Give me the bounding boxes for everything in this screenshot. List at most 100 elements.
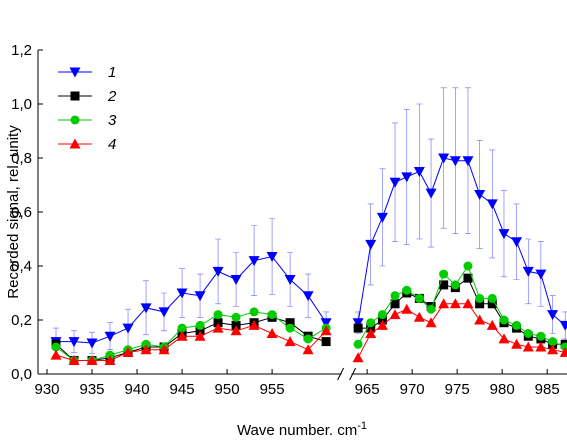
y-tick-label: 1,0 <box>11 96 32 113</box>
marker <box>86 355 98 365</box>
marker <box>70 91 80 101</box>
series-line <box>56 157 566 344</box>
legend-label: 4 <box>108 136 116 153</box>
marker <box>512 320 522 330</box>
x-tick-label: 970 <box>400 381 425 398</box>
y-axis-label: Recorded signal, rel. unity <box>5 125 22 299</box>
x-tick-label: 965 <box>355 381 380 398</box>
marker <box>266 252 278 263</box>
marker <box>248 256 260 267</box>
axis-break <box>349 367 357 381</box>
legend-label: 1 <box>108 64 116 81</box>
marker <box>158 307 170 318</box>
marker <box>212 266 224 277</box>
marker <box>376 212 388 223</box>
marker <box>463 273 473 283</box>
marker <box>450 280 460 290</box>
marker <box>353 339 363 349</box>
marker <box>413 167 425 177</box>
x-tick-label: 945 <box>170 381 195 398</box>
y-tick-label: 0,2 <box>11 312 32 329</box>
marker <box>321 337 331 347</box>
marker <box>449 298 461 309</box>
marker <box>320 325 332 336</box>
marker <box>176 288 188 299</box>
marker <box>104 355 116 365</box>
marker <box>70 115 80 125</box>
marker <box>302 344 314 355</box>
x-axis-label: Wave number. cm-1 <box>237 420 367 439</box>
marker <box>51 342 61 352</box>
marker <box>266 328 278 338</box>
marker <box>68 355 80 365</box>
marker <box>353 323 363 333</box>
marker <box>365 239 377 250</box>
marker <box>548 337 558 347</box>
marker <box>486 319 498 330</box>
marker <box>50 349 62 360</box>
marker <box>535 269 547 280</box>
x-tick-label: 980 <box>490 381 515 398</box>
marker <box>195 320 205 330</box>
marker <box>559 346 567 357</box>
marker <box>285 323 295 333</box>
marker <box>536 331 546 341</box>
legend-label: 3 <box>108 112 117 129</box>
marker <box>439 269 449 279</box>
x-axis-label-sup: -1 <box>357 420 367 432</box>
marker <box>475 293 485 303</box>
y-tick-label: 0,0 <box>11 366 32 383</box>
x-tick-label: 930 <box>34 381 59 398</box>
marker <box>377 310 387 320</box>
marker <box>463 261 473 271</box>
marker <box>498 333 510 344</box>
marker <box>559 320 567 331</box>
marker <box>213 310 223 320</box>
marker <box>177 323 187 333</box>
marker <box>523 329 533 338</box>
marker <box>284 275 296 285</box>
marker <box>69 67 81 78</box>
series-line <box>55 264 566 361</box>
marker <box>248 319 260 330</box>
marker <box>122 346 134 357</box>
marker <box>284 336 296 347</box>
marker <box>194 291 206 302</box>
marker <box>449 156 461 167</box>
marker <box>352 318 364 329</box>
marker <box>547 310 559 321</box>
marker <box>402 285 412 295</box>
marker <box>487 299 497 309</box>
marker <box>230 325 242 336</box>
marker <box>389 177 401 188</box>
marker <box>425 317 437 328</box>
marker <box>285 318 295 328</box>
marker <box>522 266 534 277</box>
marker <box>511 338 523 349</box>
marker <box>401 172 413 183</box>
marker <box>474 189 486 200</box>
marker <box>401 303 413 314</box>
legend-label: 2 <box>107 88 117 105</box>
marker <box>320 318 332 329</box>
marker <box>474 314 486 325</box>
marker <box>547 344 559 355</box>
marker <box>535 341 547 352</box>
marker <box>231 312 241 322</box>
marker <box>390 291 400 301</box>
marker <box>140 344 152 355</box>
axis-break <box>337 367 345 381</box>
marker <box>413 311 425 322</box>
x-tick-label: 950 <box>215 381 240 398</box>
marker <box>439 280 449 290</box>
marker <box>86 338 98 349</box>
marker <box>267 310 277 320</box>
marker <box>122 323 134 334</box>
marker <box>140 303 152 314</box>
marker <box>212 322 224 333</box>
x-tick-label: 985 <box>535 381 560 398</box>
x-axis-label-main: Wave number. cm <box>237 422 357 439</box>
marker <box>303 334 313 344</box>
y-tick-label: 1,2 <box>11 42 32 59</box>
